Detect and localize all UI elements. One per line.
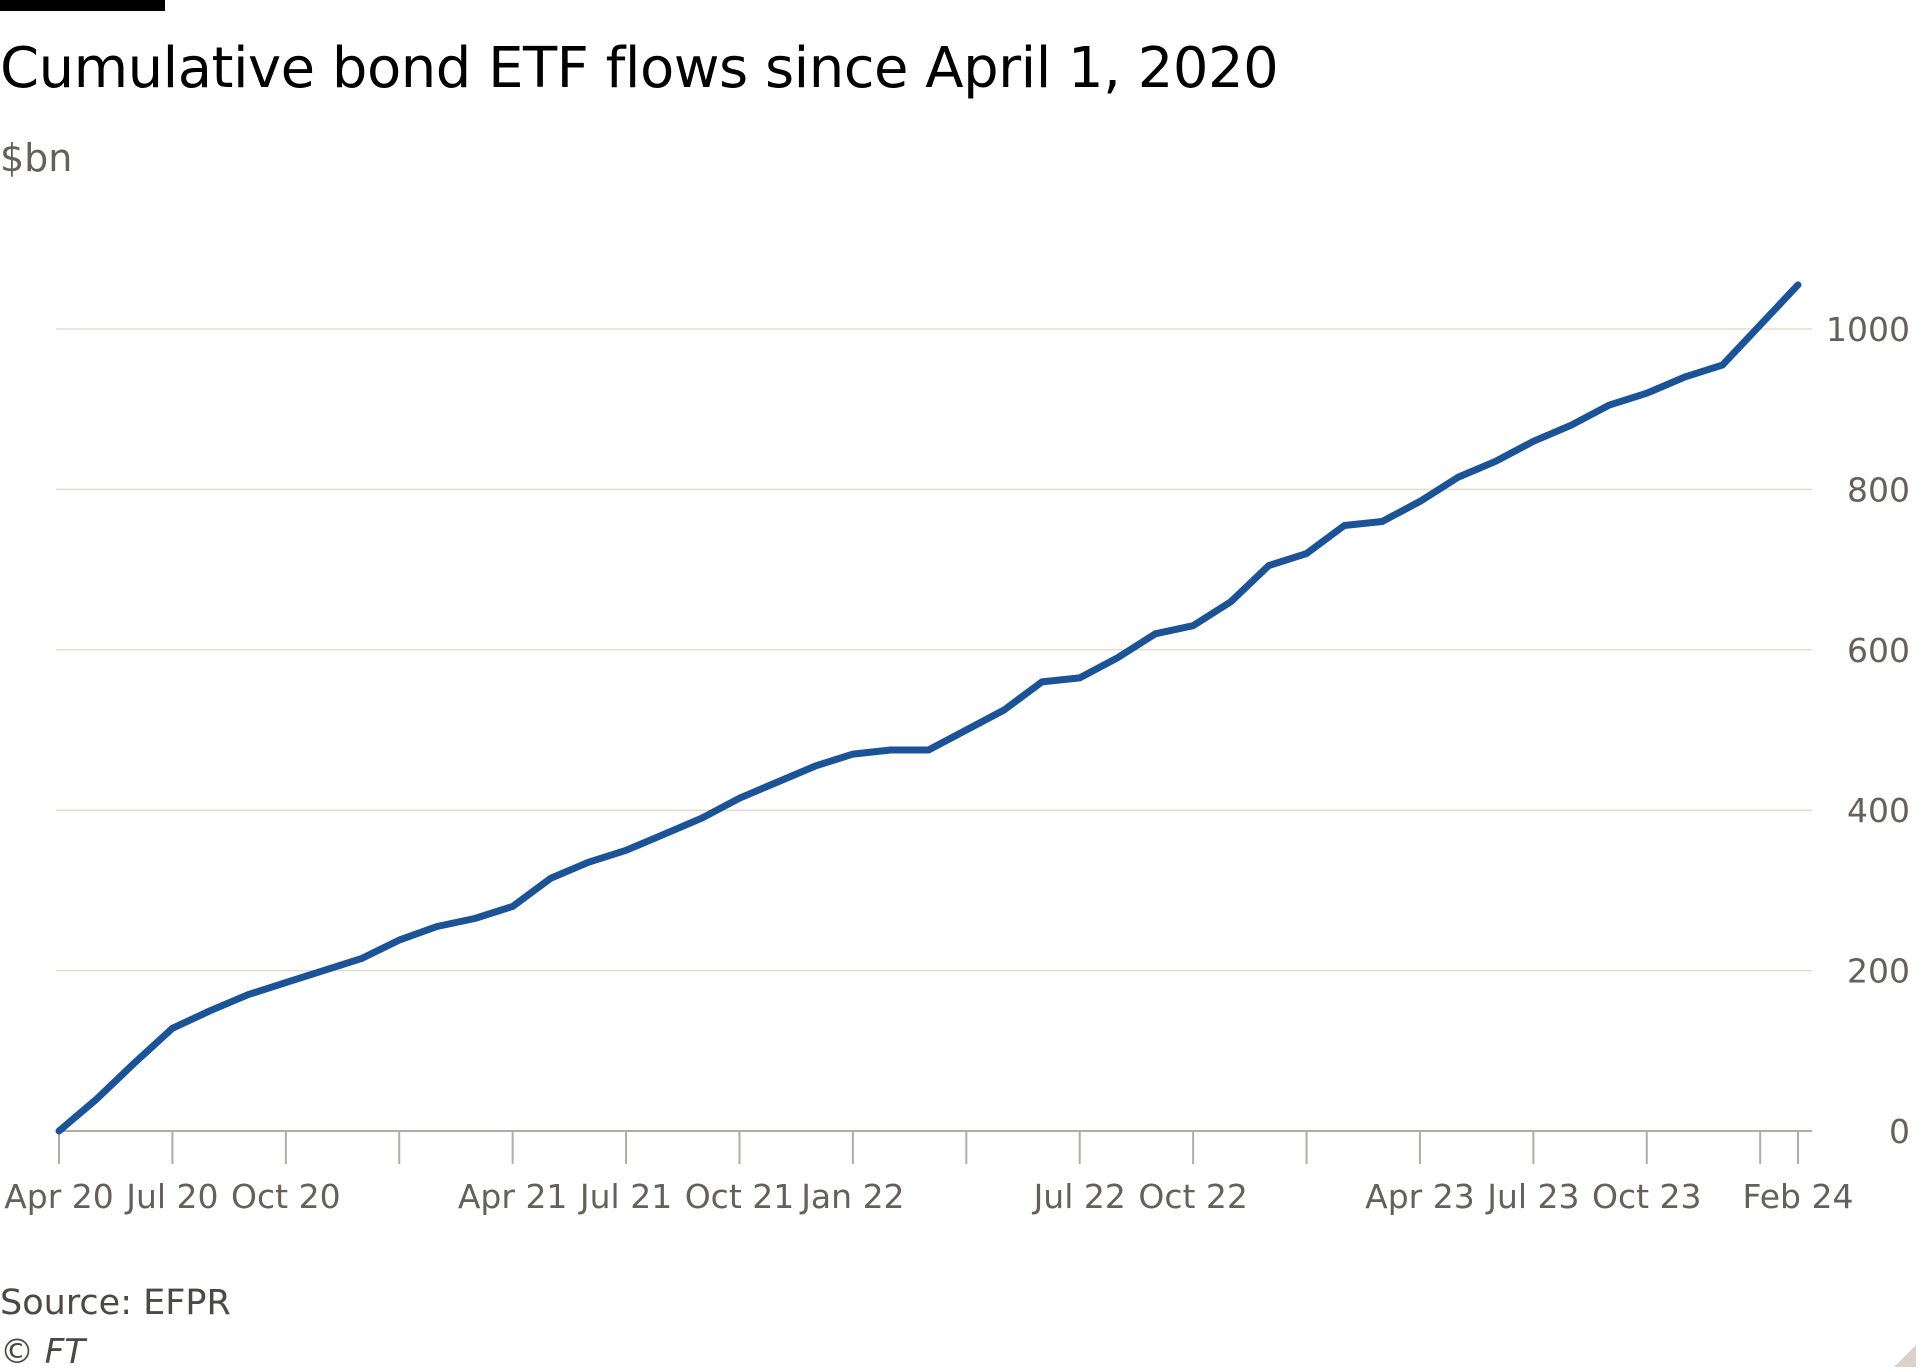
x-tick-label: Oct 23 <box>1592 1177 1702 1216</box>
x-tick-label: Jul 20 <box>124 1177 218 1216</box>
y-tick-label: 200 <box>1847 952 1910 991</box>
x-tick-label: Jul 22 <box>1032 1177 1126 1216</box>
copyright-note: © FT <box>0 1332 85 1372</box>
y-axis: 0 200 400 600 800 1000 <box>1826 310 1910 1151</box>
gridlines <box>56 329 1812 971</box>
x-tick-label: Jul 21 <box>578 1177 672 1216</box>
series-line <box>59 285 1798 1131</box>
x-tick-label: Oct 20 <box>231 1177 341 1216</box>
y-tick-label: 400 <box>1847 791 1910 830</box>
x-tick-label: Oct 22 <box>1138 1177 1248 1216</box>
x-tick-label: Jul 23 <box>1485 1177 1579 1216</box>
x-axis <box>56 1131 1812 1164</box>
source-note: Source: EFPR <box>0 1283 231 1323</box>
corner-mark <box>1894 1345 1916 1367</box>
x-tick-label: Apr 20 <box>4 1177 114 1216</box>
y-tick-label: 800 <box>1847 470 1910 509</box>
x-tick-label: Apr 23 <box>1365 1177 1475 1216</box>
series-layer <box>59 285 1798 1131</box>
x-tick-label: Apr 21 <box>458 1177 568 1216</box>
x-tick-label: Jan 22 <box>799 1177 904 1216</box>
x-tick-label: Feb 24 <box>1743 1177 1854 1216</box>
y-tick-label: 0 <box>1889 1112 1910 1151</box>
y-tick-label: 1000 <box>1826 310 1910 349</box>
y-tick-label: 600 <box>1847 631 1910 670</box>
x-tick-label: Oct 21 <box>685 1177 795 1216</box>
